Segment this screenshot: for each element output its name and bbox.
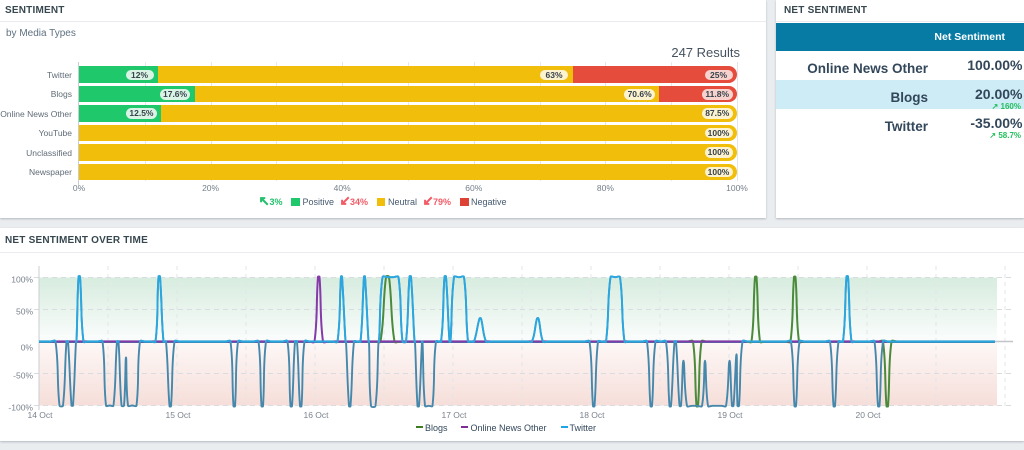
- svg-text:0%: 0%: [21, 343, 34, 353]
- svg-text:20 Oct: 20 Oct: [855, 410, 881, 420]
- svg-text:15 Oct: 15 Oct: [165, 410, 191, 420]
- svg-text:19 Oct: 19 Oct: [717, 410, 743, 420]
- svg-text:50%: 50%: [16, 307, 33, 317]
- svg-text:-100%: -100%: [8, 403, 33, 413]
- svg-text:-50%: -50%: [13, 371, 33, 381]
- svg-text:16 Oct: 16 Oct: [303, 410, 329, 420]
- svg-text:18 Oct: 18 Oct: [579, 410, 605, 420]
- svg-text:100%: 100%: [11, 275, 33, 285]
- svg-text:17 Oct: 17 Oct: [441, 410, 467, 420]
- svg-text:14 Oct: 14 Oct: [27, 410, 53, 420]
